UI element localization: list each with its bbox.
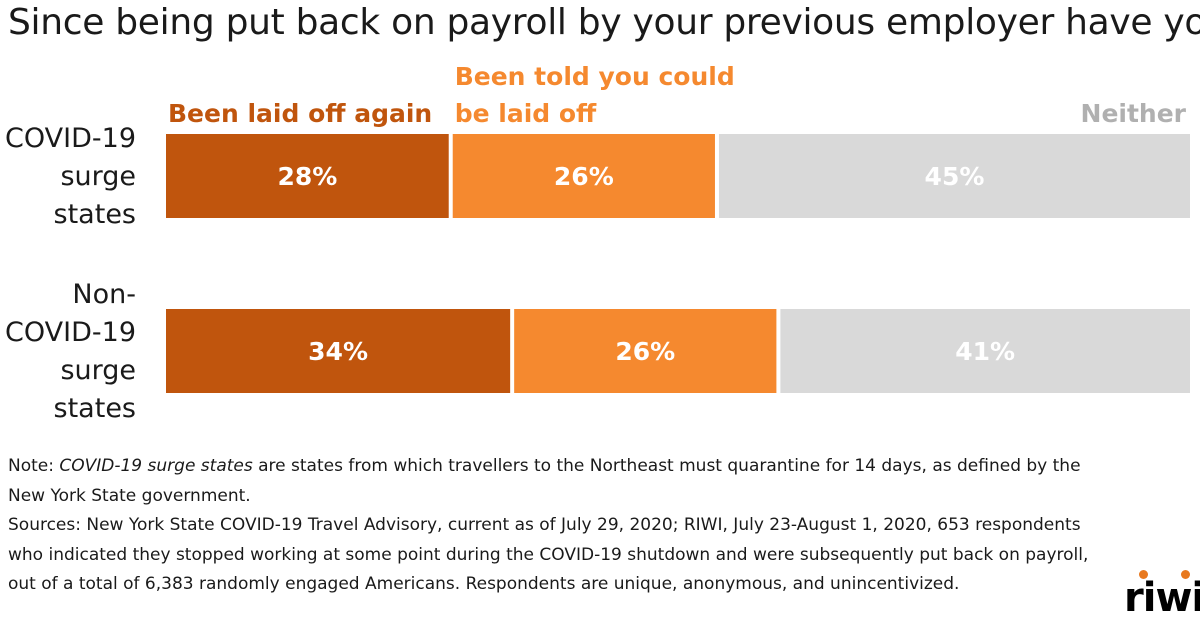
logo-text: riwi <box>1124 575 1200 621</box>
riwi-logo: riwi <box>1124 570 1200 621</box>
footnote: Note: COVID-19 surge states are states f… <box>8 452 1118 600</box>
bar-segment <box>452 134 715 218</box>
bar-segment <box>780 309 1190 393</box>
category-label: Non-COVID-19 surge states <box>5 279 136 424</box>
note-term: COVID-19 surge states <box>59 456 253 476</box>
data-label: 34% <box>308 337 368 366</box>
data-label: 26% <box>615 337 675 366</box>
note-text: Note: COVID-19 surge states are states f… <box>8 452 1118 511</box>
legend-label: Been told you could be laid off <box>455 62 735 128</box>
bar-segment <box>166 134 449 218</box>
bar-segment <box>166 309 511 393</box>
data-label: 26% <box>554 162 614 191</box>
bar-segment <box>514 309 777 393</box>
chart-title: Since being put back on payroll by your … <box>8 2 1200 43</box>
stacked-bar-chart: 28% 26% 45% COVID-19 surge states 34% 26% 41% Non… <box>5 62 1190 424</box>
note-rest: are states from which travellers to the … <box>8 456 1081 506</box>
logo-dot-1 <box>1139 570 1148 579</box>
data-label: 28% <box>277 162 337 191</box>
data-label: 45% <box>925 162 985 191</box>
bar-segment <box>718 134 1190 218</box>
sources-text: Sources: New York State COVID-19 Travel … <box>8 515 1089 594</box>
category-label: COVID-19 surge states <box>5 123 136 230</box>
note-lead: Note: <box>8 456 60 476</box>
logo-dot-2 <box>1181 570 1190 579</box>
legend-label: Neither <box>1081 99 1187 128</box>
data-label: 41% <box>955 337 1015 366</box>
legend-label: Been laid off again <box>168 99 432 128</box>
